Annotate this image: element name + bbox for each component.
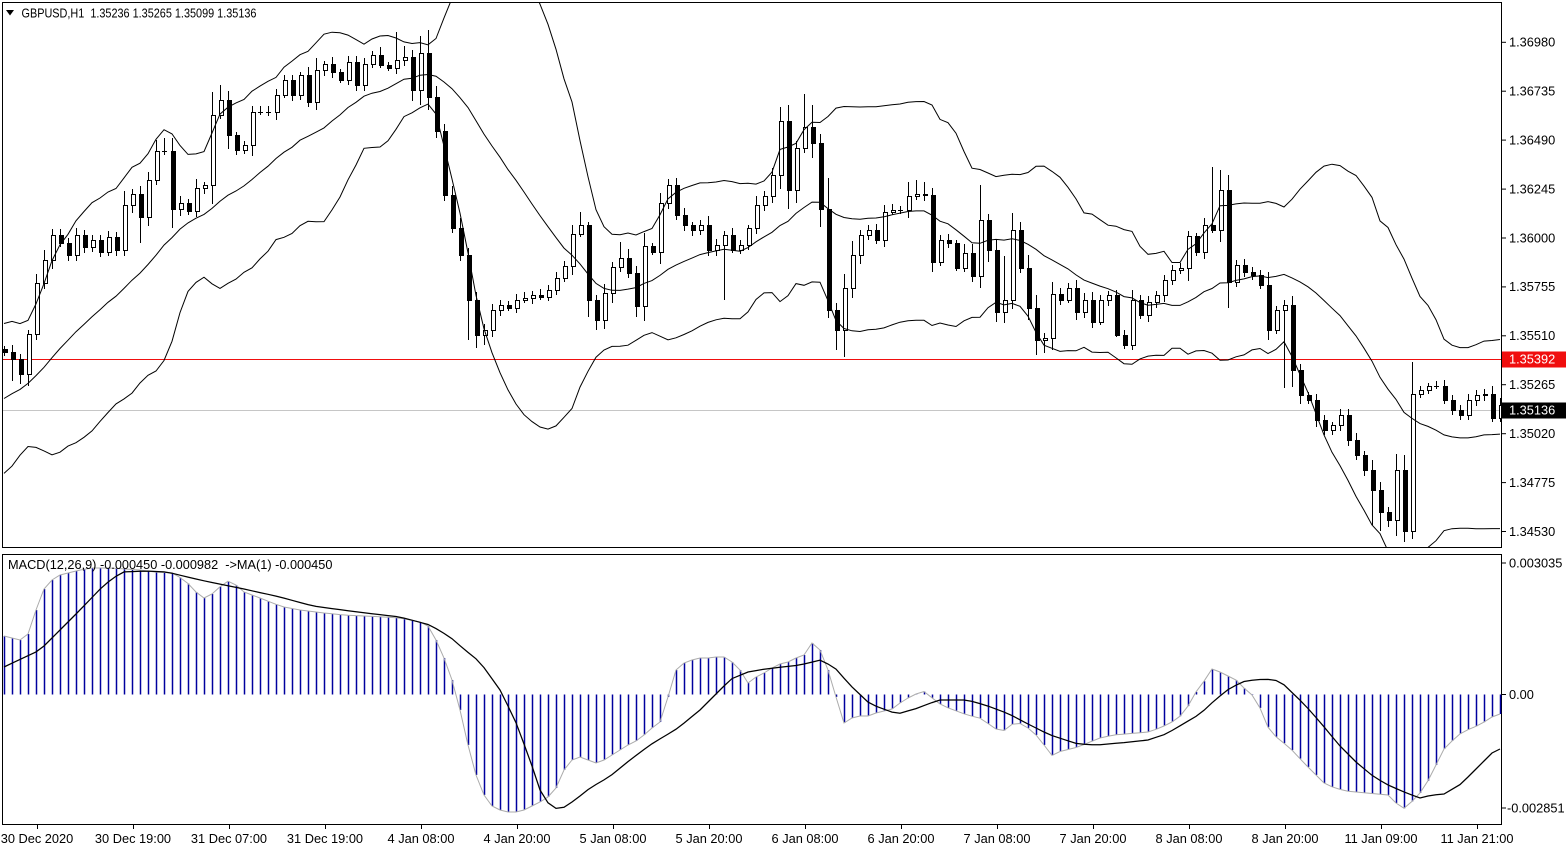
svg-text:1.36980: 1.36980 [1509, 35, 1555, 50]
svg-text:1.36735: 1.36735 [1509, 84, 1555, 99]
svg-text:8 Jan 20:00: 8 Jan 20:00 [1252, 831, 1319, 846]
svg-text:30 Dec 2020: 30 Dec 2020 [1, 831, 74, 846]
svg-text:1.35265: 1.35265 [1509, 377, 1555, 392]
svg-text:1.35020: 1.35020 [1509, 426, 1555, 441]
svg-text:GBPUSD,H1 1.35236 1.35265 1.3: GBPUSD,H1 1.35236 1.35265 1.35099 1.3513… [22, 7, 257, 21]
svg-text:4 Jan 20:00: 4 Jan 20:00 [484, 831, 551, 846]
svg-text:5 Jan 08:00: 5 Jan 08:00 [580, 831, 647, 846]
svg-text:31 Dec 19:00: 31 Dec 19:00 [287, 831, 363, 846]
svg-text:11 Jan 09:00: 11 Jan 09:00 [1344, 831, 1417, 846]
svg-text:30 Dec 19:00: 30 Dec 19:00 [95, 831, 171, 846]
svg-text:1.35510: 1.35510 [1509, 328, 1555, 343]
svg-text:7 Jan 08:00: 7 Jan 08:00 [964, 831, 1031, 846]
svg-text:1.36000: 1.36000 [1509, 230, 1555, 245]
svg-text:31 Dec 07:00: 31 Dec 07:00 [191, 831, 267, 846]
svg-text:1.34775: 1.34775 [1509, 475, 1555, 490]
svg-text:1.36245: 1.36245 [1509, 181, 1555, 196]
svg-text:1.35136: 1.35136 [1509, 403, 1555, 418]
svg-text:MACD(12,26,9) -0.000450 -0.000: MACD(12,26,9) -0.000450 -0.000982 ->MA(1… [8, 557, 332, 572]
svg-text:1.35392: 1.35392 [1509, 352, 1555, 367]
svg-text:0.003035: 0.003035 [1509, 555, 1562, 570]
svg-text:8 Jan 08:00: 8 Jan 08:00 [1156, 831, 1223, 846]
svg-text:1.35755: 1.35755 [1509, 279, 1555, 294]
svg-text:1.36490: 1.36490 [1509, 132, 1555, 147]
svg-text:6 Jan 08:00: 6 Jan 08:00 [772, 831, 839, 846]
svg-text:6 Jan 20:00: 6 Jan 20:00 [868, 831, 935, 846]
svg-text:11 Jan 21:00: 11 Jan 21:00 [1440, 831, 1513, 846]
svg-text:4 Jan 08:00: 4 Jan 08:00 [388, 831, 455, 846]
svg-text:1.34530: 1.34530 [1509, 524, 1555, 539]
svg-text:-0.002851: -0.002851 [1507, 800, 1565, 815]
svg-text:5 Jan 20:00: 5 Jan 20:00 [676, 831, 743, 846]
svg-text:7 Jan 20:00: 7 Jan 20:00 [1060, 831, 1127, 846]
svg-text:0.00: 0.00 [1509, 687, 1534, 702]
